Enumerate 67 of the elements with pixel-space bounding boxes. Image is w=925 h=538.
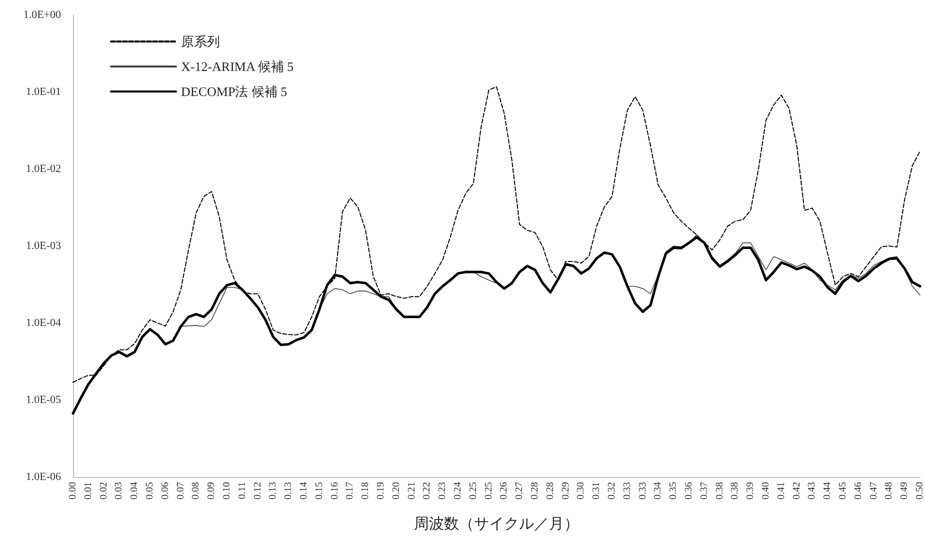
x-tick-label: 0.42: [791, 482, 802, 500]
x-tick-label: 0.28: [530, 482, 540, 500]
x-tick-label: 0.31: [591, 482, 602, 500]
x-tick-label: 0.29: [560, 482, 572, 500]
x-tick-label: 0.28: [544, 482, 556, 500]
x-tick-label: 0.27: [514, 482, 526, 500]
x-tick-label: 0.35: [668, 482, 680, 500]
x-tick-label: 0.19: [376, 482, 386, 500]
x-tick-label: 0.38: [730, 482, 741, 500]
x-tick-label: 0.36: [684, 482, 694, 500]
x-tick-label: 0.14: [298, 482, 310, 500]
y-tick-label: 1.0E-03: [26, 240, 62, 252]
x-tick-label: 0.08: [190, 482, 202, 500]
x-tick-label: 0.40: [760, 482, 772, 500]
x-tick-label: 0.00: [68, 482, 78, 500]
x-tick-label: 0.44: [822, 482, 834, 500]
x-tick-label: 0.25: [468, 482, 479, 500]
x-tick-label: 0.02: [98, 482, 110, 500]
x-tick-label: 0.01: [82, 482, 94, 500]
x-tick-label: 0.33: [622, 482, 633, 500]
y-tick-label: 1.0E-06: [26, 471, 62, 483]
y-tick-label: 1.0E+00: [23, 9, 62, 21]
x-tick-label: 0.13: [268, 482, 279, 500]
x-tick-label: 0.46: [852, 482, 864, 500]
x-tick-label: 0.07: [175, 482, 186, 500]
x-tick-label: 0.20: [390, 482, 402, 500]
x-tick-label: 0.03: [114, 482, 125, 500]
x-tick-label: 0.22: [422, 482, 433, 500]
x-tick-label: 0.48: [884, 482, 895, 500]
x-tick-label: 0.06: [160, 482, 171, 500]
x-tick-label: 0.11: [236, 482, 248, 500]
y-tick-label: 1.0E-01: [26, 86, 61, 98]
x-tick-label: 0.47: [868, 482, 880, 500]
x-tick-label: 0.21: [406, 482, 418, 500]
x-tick-label: 0.45: [838, 482, 848, 500]
x-tick-label: 0.49: [899, 482, 910, 500]
x-tick-label: 0.37: [698, 482, 710, 500]
x-tick-label: 0.24: [452, 482, 464, 500]
x-tick-label: 0.32: [606, 482, 618, 500]
legend-label: X-12-ARIMA 候補 5: [181, 59, 294, 74]
x-tick-label: 0.34: [652, 482, 664, 500]
y-tick-label: 1.0E-05: [26, 394, 62, 406]
x-axis-title: 周波数（サイクル／月）: [414, 516, 579, 532]
x-tick-label: 0.25: [483, 482, 494, 500]
x-tick-label: 0.13: [283, 482, 294, 500]
x-tick-label: 0.26: [498, 482, 510, 500]
y-tick-label: 1.0E-04: [26, 317, 62, 329]
legend-label: DECOMP法 候補 5: [181, 84, 288, 99]
x-tick-label: 0.30: [576, 482, 587, 500]
x-tick-label: 0.16: [329, 482, 340, 500]
x-tick-label: 0.18: [360, 482, 372, 500]
legend-label: 原系列: [181, 34, 220, 49]
x-tick-label: 0.33: [637, 482, 648, 500]
x-tick-label: 0.09: [206, 482, 218, 500]
x-tick-label: 0.39: [745, 482, 756, 500]
x-tick-label: 0.50: [914, 482, 925, 500]
x-tick-label: 0.43: [806, 482, 818, 500]
x-tick-label: 0.05: [144, 482, 156, 500]
x-tick-label: 0.23: [437, 482, 448, 500]
x-tick-label: 0.17: [344, 482, 356, 500]
x-tick-label: 0.10: [222, 482, 232, 500]
y-tick-label: 1.0E-02: [26, 163, 61, 175]
x-tick-label: 0.38: [714, 482, 726, 500]
x-tick-label: 0.04: [129, 482, 140, 500]
x-tick-label: 0.12: [252, 482, 264, 500]
x-tick-label: 0.15: [314, 482, 325, 500]
x-tick-label: 0.41: [776, 482, 787, 500]
